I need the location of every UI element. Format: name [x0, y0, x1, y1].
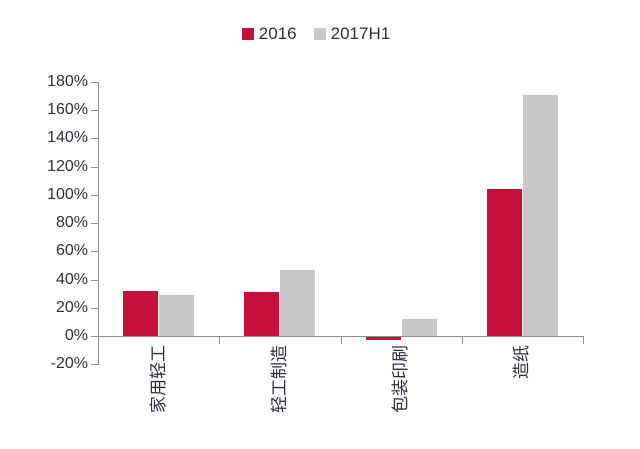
y-axis-tick — [91, 280, 98, 281]
y-axis-tick — [91, 195, 98, 196]
x-axis-tick — [341, 336, 342, 344]
y-axis-tick-label: 80% — [55, 214, 88, 231]
chart-legend: 2016 2017H1 — [0, 24, 632, 44]
y-axis-tick — [91, 167, 98, 168]
y-axis-tick-label: -20% — [50, 355, 88, 372]
y-axis-tick — [91, 336, 98, 337]
y-axis-tick-label: 160% — [47, 101, 88, 118]
x-axis-category-label: 轻工制造 — [270, 345, 289, 413]
legend-label-2016: 2016 — [258, 24, 297, 43]
x-axis-category-label: 包装印刷 — [391, 345, 410, 413]
x-axis-tick — [219, 336, 220, 344]
y-axis-tick-label: 0% — [64, 327, 88, 344]
y-axis-tick — [91, 364, 98, 365]
x-axis-tick — [583, 336, 584, 344]
y-axis-tick-label: 140% — [47, 129, 88, 146]
legend-item-2017h1: 2017H1 — [313, 24, 391, 44]
bar-2017H1-造纸 — [523, 95, 558, 336]
y-axis-tick-label: 100% — [47, 186, 88, 203]
y-axis-tick-label: 60% — [55, 242, 88, 259]
bar-2016-包装印刷 — [366, 337, 401, 340]
y-axis-tick-label: 40% — [55, 271, 88, 288]
x-axis-category-label: 家用轻工 — [149, 345, 168, 413]
bar-2016-家用轻工 — [123, 291, 158, 336]
bar-2017H1-包装印刷 — [402, 319, 437, 336]
y-axis-tick — [91, 223, 98, 224]
y-axis-tick — [91, 82, 98, 83]
x-axis-tick — [462, 336, 463, 344]
y-axis-tick-label: 120% — [47, 158, 88, 175]
x-axis-category-label: 造纸 — [512, 345, 531, 379]
legend-swatch-2016-icon — [241, 28, 254, 40]
y-axis-tick — [91, 110, 98, 111]
y-axis-tick — [91, 138, 98, 139]
x-axis-tick — [98, 336, 99, 344]
bar-2017H1-家用轻工 — [159, 295, 194, 336]
y-axis-tick-label: 20% — [55, 299, 88, 316]
bar-2016-轻工制造 — [244, 292, 279, 336]
y-axis-line — [98, 82, 99, 366]
legend-label-2017h1: 2017H1 — [330, 24, 391, 43]
legend-swatch-2017h1-icon — [313, 28, 326, 40]
legend-item-2016: 2016 — [241, 24, 297, 44]
y-axis-tick — [91, 251, 98, 252]
bar-2016-造纸 — [487, 189, 522, 336]
bar-2017H1-轻工制造 — [280, 270, 315, 336]
y-axis-tick-label: 180% — [47, 73, 88, 90]
y-axis-tick — [91, 308, 98, 309]
